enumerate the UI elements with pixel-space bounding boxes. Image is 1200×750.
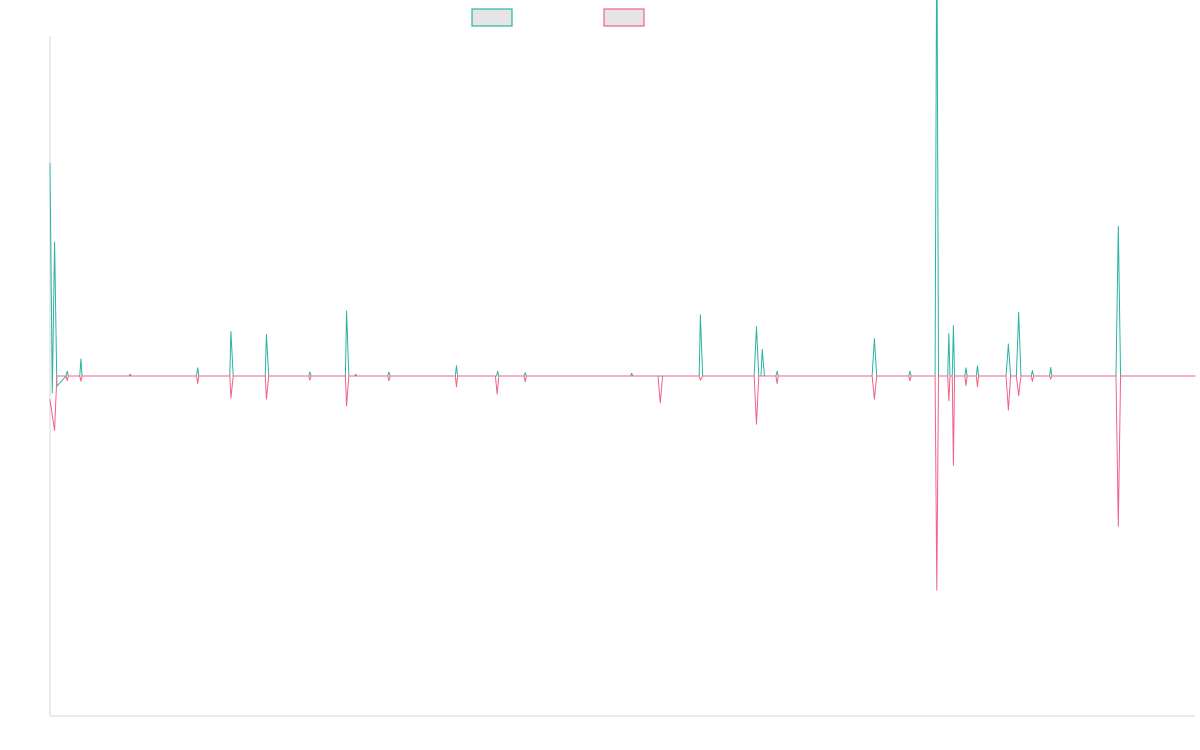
series-line-2: [49, 375, 1196, 591]
series-layer: [49, 0, 1196, 591]
legend-swatch-2[interactable]: [603, 8, 645, 27]
axes: [49, 36, 1195, 717]
series-line-1: [49, 0, 1196, 394]
legend-swatch-1[interactable]: [471, 8, 513, 27]
legend: [471, 8, 645, 27]
